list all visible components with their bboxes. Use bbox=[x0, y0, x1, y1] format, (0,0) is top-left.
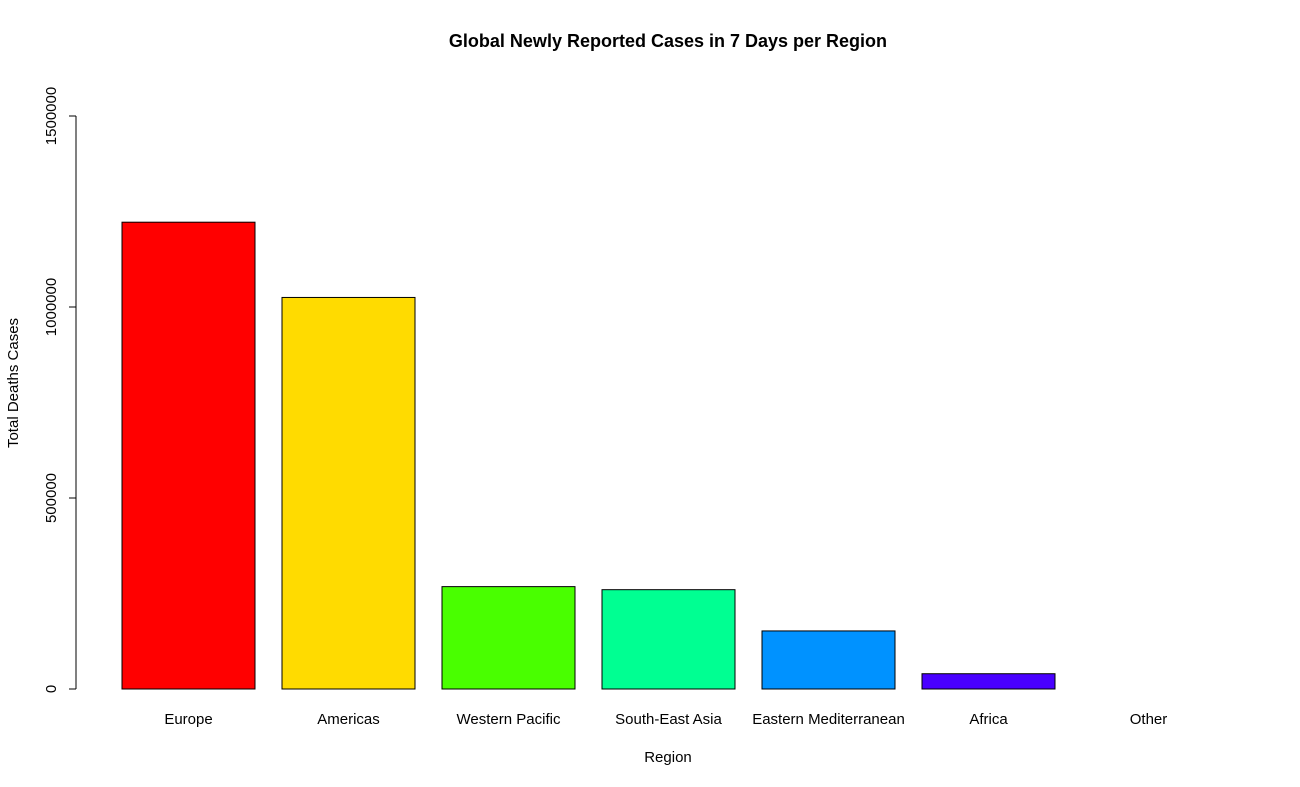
y-axis: 0 500000 1000000 1500000 bbox=[43, 87, 77, 693]
chart-title: Global Newly Reported Cases in 7 Days pe… bbox=[449, 31, 887, 51]
bar-europe bbox=[121, 221, 256, 690]
bar-eastern-mediterranean bbox=[761, 630, 896, 690]
bars bbox=[121, 221, 1056, 690]
bar-americas bbox=[281, 296, 416, 690]
y-tick-label: 0 bbox=[43, 685, 60, 693]
x-tick-label: Other bbox=[1130, 711, 1168, 728]
x-tick-label: Americas bbox=[317, 711, 380, 728]
x-tick-label: Africa bbox=[969, 711, 1008, 728]
x-tick-label: Western Pacific bbox=[457, 711, 561, 728]
bar-africa bbox=[921, 673, 1056, 690]
x-tick-label: Europe bbox=[164, 711, 212, 728]
x-tick-label: Eastern Mediterranean bbox=[752, 711, 905, 728]
x-tick-label: South-East Asia bbox=[615, 711, 722, 728]
bar-western-pacific bbox=[441, 586, 576, 690]
y-tick-label: 1000000 bbox=[43, 278, 60, 336]
y-tick-label: 500000 bbox=[43, 473, 60, 523]
x-tick-labels: Europe Americas Western Pacific South-East … bbox=[164, 711, 1167, 728]
bar-south-east-asia bbox=[601, 589, 736, 690]
y-tick-label: 1500000 bbox=[43, 87, 60, 145]
x-axis-label: Region bbox=[644, 749, 692, 766]
y-axis-label: Total Deaths Cases bbox=[5, 318, 22, 448]
